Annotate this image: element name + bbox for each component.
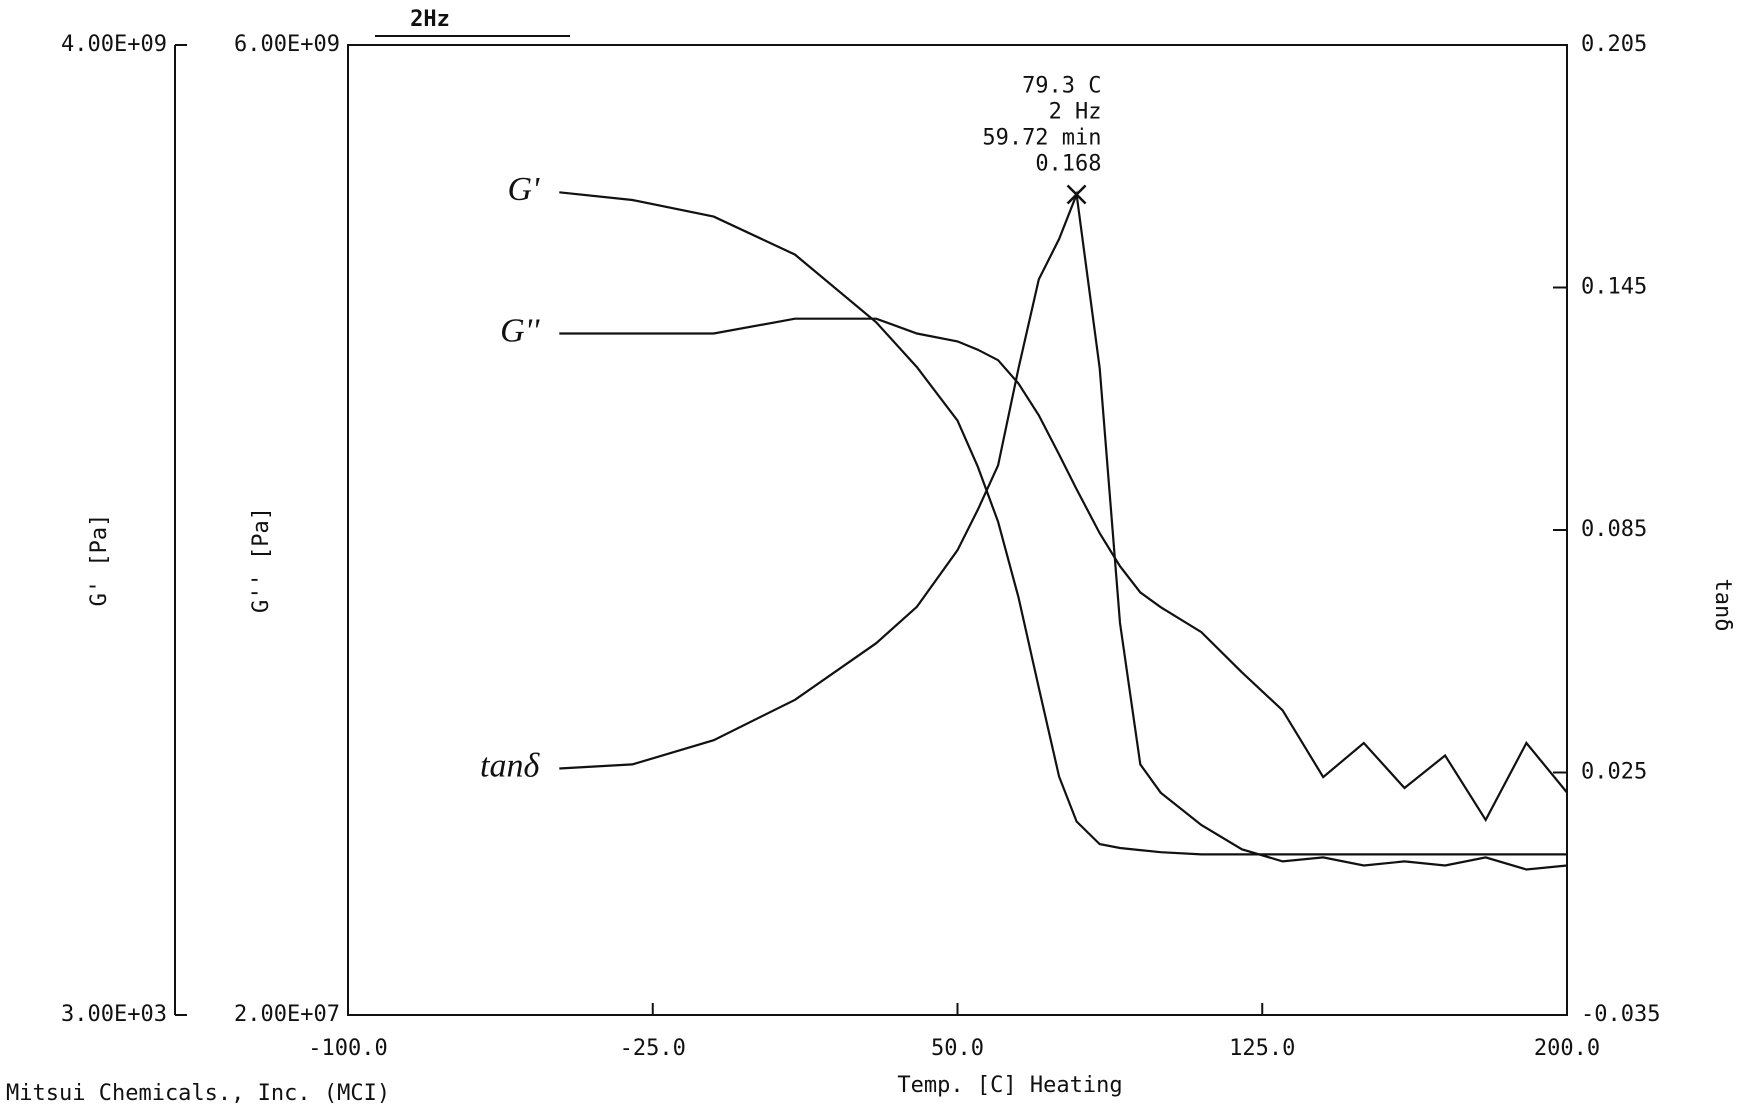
y-tick-label: 3.00E+03 <box>61 1002 167 1027</box>
y2-axis-title: G'' [Pa] <box>249 507 274 613</box>
annotation-text: 2 Hz <box>1049 100 1102 125</box>
y3-axis-title: tanδ <box>1710 579 1735 632</box>
series-line <box>559 317 1568 823</box>
y3-tick-label: 0.205 <box>1581 32 1647 57</box>
y3-tick-label: 0.025 <box>1581 760 1647 785</box>
x-tick-label: -25.0 <box>620 1036 686 1061</box>
y-axis-title: G' [Pa] <box>87 514 112 607</box>
annotation-text: 0.168 <box>1035 152 1101 177</box>
chart-subtitle: 2Hz <box>410 7 450 32</box>
series-label: tanδ <box>480 747 540 784</box>
y3-tick-label: 0.085 <box>1581 517 1647 542</box>
x-tick-label: -100.0 <box>308 1036 387 1061</box>
x-tick-label: 50.0 <box>931 1036 984 1061</box>
y2-tick-label: 6.00E+09 <box>234 32 340 57</box>
series-line <box>559 190 1568 871</box>
annotation-text: 59.72 min <box>982 126 1101 151</box>
annotation-marker <box>1066 184 1087 205</box>
y2-tick-label: 2.00E+07 <box>234 1002 340 1027</box>
x-tick-label: 125.0 <box>1229 1036 1295 1061</box>
y3-tick-label: 0.145 <box>1581 275 1647 300</box>
annotation-text: 79.3 C <box>1022 74 1101 99</box>
x-axis-title: Temp. [C] Heating <box>897 1073 1122 1098</box>
series-line <box>559 191 1567 856</box>
x-tick-label: 200.0 <box>1534 1036 1600 1061</box>
series-label: G'' <box>500 312 540 349</box>
series-label: G' <box>507 171 540 208</box>
footer: Mitsui Chemicals., Inc. (MCI) <box>6 1081 390 1105</box>
y-tick-label: 4.00E+09 <box>61 32 167 57</box>
y3-tick-label: -0.035 <box>1581 1002 1660 1027</box>
